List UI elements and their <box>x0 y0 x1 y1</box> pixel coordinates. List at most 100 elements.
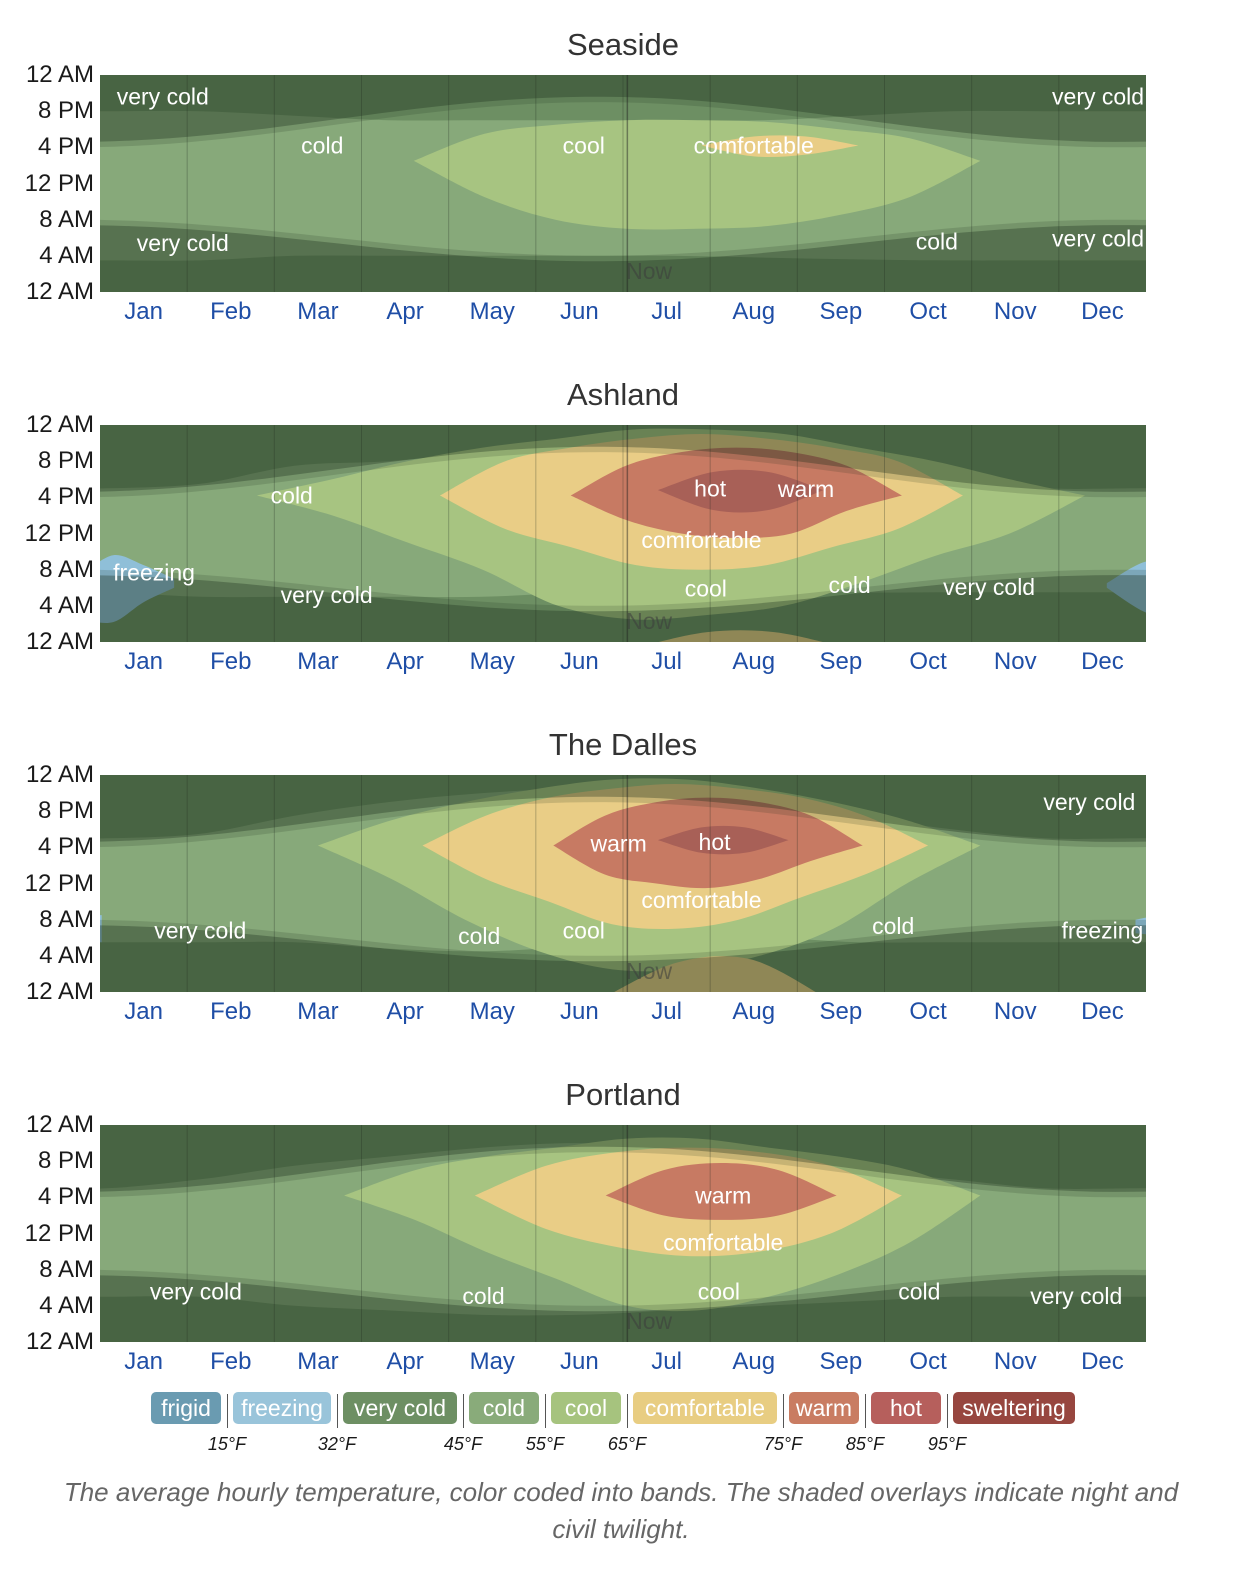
x-tick-label: May <box>469 998 515 1025</box>
band-label: comfortable <box>641 527 761 553</box>
legend-threshold: 32°F <box>317 1434 357 1454</box>
band-label: very cold <box>117 84 209 110</box>
x-tick-label: Apr <box>386 648 424 675</box>
band-label: warm <box>777 476 834 502</box>
night-overlay-morning <box>100 575 1146 642</box>
legend-separator <box>227 1394 228 1428</box>
y-tick-label: 4 AM <box>39 1291 94 1319</box>
x-tick-label: Oct <box>909 298 947 325</box>
chart-caption: The average hourly temperature, color co… <box>63 1477 1179 1544</box>
band-label: very cold <box>1043 789 1135 815</box>
x-tick-label: Nov <box>993 648 1037 675</box>
x-tick-label: Feb <box>210 998 252 1025</box>
x-tick-label: Feb <box>210 1348 252 1375</box>
band-label: comfortable <box>641 887 761 913</box>
legend-separator <box>463 1394 464 1428</box>
y-tick-label: 12 AM <box>25 411 94 438</box>
night-overlay-morning <box>100 925 1146 992</box>
x-tick-label: May <box>469 1348 515 1375</box>
legend-separator <box>627 1394 628 1428</box>
twilight-overlay-morning <box>100 919 1146 992</box>
band-label: freezing <box>1062 918 1144 944</box>
x-tick-label: Apr <box>386 298 424 325</box>
x-tick-label: Aug <box>732 298 776 325</box>
y-tick-label: 8 PM <box>37 797 94 825</box>
x-tick-label: May <box>469 648 515 675</box>
x-tick-label: Feb <box>210 298 252 325</box>
y-tick-label: 4 PM <box>37 833 94 861</box>
legend-threshold: 95°F <box>927 1434 967 1454</box>
x-tick-label: Apr <box>386 998 424 1025</box>
x-tick-label: Jan <box>124 998 163 1025</box>
band-label: very cold <box>1052 226 1144 252</box>
y-tick-label: 4 AM <box>39 941 94 969</box>
freezing-region <box>100 555 175 623</box>
band-label: cool <box>685 576 727 602</box>
night-overlay-evening <box>100 75 1146 142</box>
comfortable-region <box>701 135 859 158</box>
night-overlay-evening <box>100 425 1146 492</box>
x-tick-label: Apr <box>386 1348 424 1375</box>
chart-title: Ashland <box>566 377 680 412</box>
twilight-overlay-evening <box>100 1125 1146 1198</box>
x-tick-label: Dec <box>1081 1348 1124 1375</box>
chart-title: Portland <box>565 1077 681 1112</box>
twilight-overlay-evening <box>100 425 1146 498</box>
legend-separator <box>947 1394 948 1428</box>
band-label: very cold <box>150 1278 242 1304</box>
y-tick-label: 12 AM <box>25 628 94 655</box>
x-tick-label: Sep <box>819 648 863 675</box>
x-tick-label: Nov <box>993 1348 1037 1375</box>
y-tick-label: 12 AM <box>25 278 94 305</box>
y-tick-label: 12 PM <box>24 169 94 197</box>
temperature-heatmap: Now very cold warm hot comfortable very cold c… <box>100 775 1146 992</box>
band-label: cold <box>462 1283 504 1309</box>
y-tick-label: 12 AM <box>25 1328 94 1355</box>
y-tick-label: 12 PM <box>24 869 94 897</box>
legend-separator <box>783 1394 784 1428</box>
hot-region <box>657 469 824 513</box>
band-label: cold <box>829 572 871 598</box>
band-label: very cold <box>281 582 373 608</box>
band-label: comfortable <box>663 1230 783 1256</box>
x-tick-label: Feb <box>210 648 252 675</box>
x-tick-label: Jul <box>651 998 682 1025</box>
band-label: warm <box>694 1183 751 1209</box>
twilight-overlay-morning <box>100 219 1146 292</box>
band-label: warm <box>590 831 647 857</box>
band-label: cold <box>458 923 500 949</box>
night-overlay-morning <box>100 225 1146 292</box>
twilight-overlay-evening <box>100 75 1146 148</box>
legend-chip-warm: warm <box>789 1392 859 1424</box>
band-label: very cold <box>1052 84 1144 110</box>
legend-chip-cold: cold <box>469 1392 539 1424</box>
x-tick-label: Oct <box>909 998 947 1025</box>
y-tick-label: 12 AM <box>25 978 94 1005</box>
band-label: very cold <box>943 574 1035 600</box>
x-tick-label: Oct <box>909 648 947 675</box>
x-tick-label: Aug <box>732 1348 776 1375</box>
y-tick-label: 4 PM <box>37 133 94 161</box>
legend-separator <box>865 1394 866 1428</box>
twilight-overlay-morning <box>100 569 1146 642</box>
comfortable-region <box>614 956 816 992</box>
band-label: hot <box>699 829 732 855</box>
x-tick-label: Mar <box>297 298 339 325</box>
x-tick-label: Sep <box>819 298 863 325</box>
legend-chip-very-cold: very cold <box>343 1392 457 1424</box>
x-tick-label: Dec <box>1081 298 1124 325</box>
y-tick-label: 8 AM <box>39 555 94 583</box>
x-tick-label: Mar <box>297 998 339 1025</box>
x-tick-label: Sep <box>819 1348 863 1375</box>
band-label: comfortable <box>694 133 814 159</box>
freezing-region <box>100 915 102 943</box>
x-tick-label: Dec <box>1081 998 1124 1025</box>
y-tick-label: 12 AM <box>25 761 94 788</box>
legend-chip-comfortable: comfortable <box>633 1392 777 1424</box>
warm-region <box>605 1163 837 1220</box>
hot-region <box>657 825 789 855</box>
y-tick-label: 4 PM <box>37 483 94 511</box>
band-label: very cold <box>137 230 229 256</box>
x-tick-label: Jul <box>651 648 682 675</box>
x-tick-label: Nov <box>993 298 1037 325</box>
